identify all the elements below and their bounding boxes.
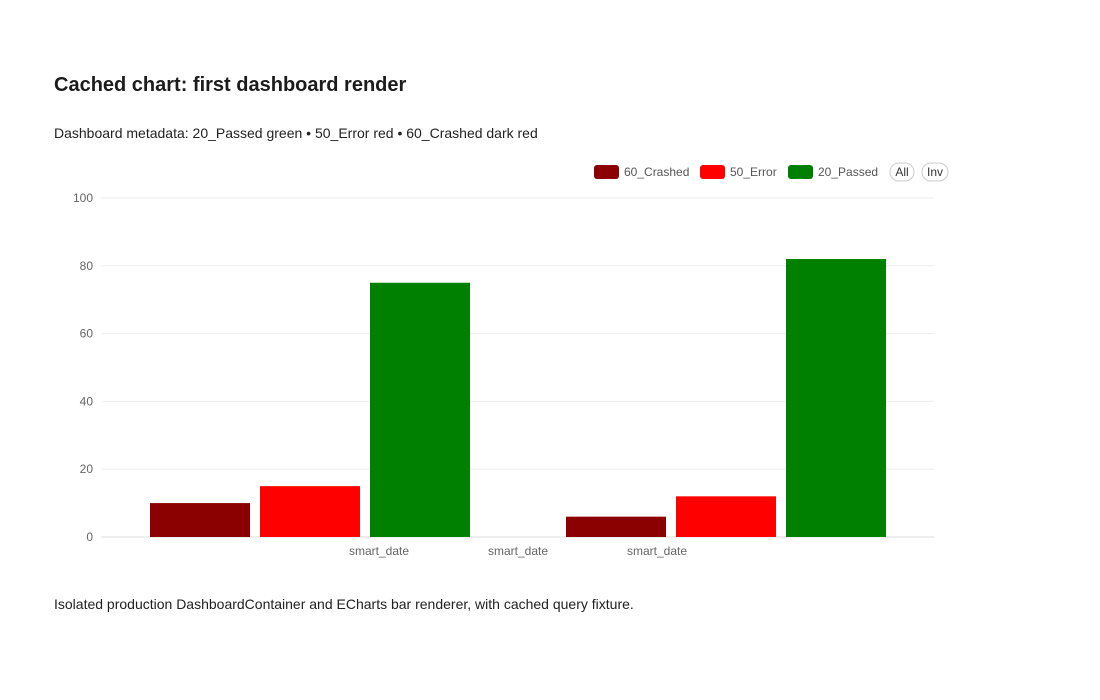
x-axis-ticks: smart_date smart_date smart_date (349, 544, 687, 558)
legend-swatch (700, 165, 725, 179)
page-title: Cached chart: first dashboard render (54, 74, 407, 96)
legend: 60_Crashed 50_Error 20_Passed All Inv (594, 162, 949, 182)
x-tick-label: smart_date (627, 544, 687, 558)
legend-label: 20_Passed (818, 165, 878, 179)
bar-20-passed[interactable] (786, 259, 886, 537)
y-tick-label: 40 (80, 394, 94, 408)
legend-inv-button-label: Inv (927, 165, 943, 179)
y-tick-label: 0 (86, 530, 93, 544)
legend-swatch (594, 165, 619, 179)
bar-60-crashed[interactable] (150, 503, 250, 537)
y-tick-label: 20 (80, 462, 94, 476)
bars (150, 259, 886, 537)
y-tick-label: 100 (73, 191, 93, 205)
legend-inv-button[interactable]: Inv (921, 162, 949, 182)
legend-item-20-passed[interactable]: 20_Passed (788, 165, 878, 179)
y-axis-ticks: 0 20 40 60 80 100 (73, 191, 93, 544)
chart-subtitle: Dashboard metadata: 20_Passed green • 50… (54, 125, 538, 141)
bar-20-passed[interactable] (370, 282, 470, 537)
legend-swatch (788, 165, 813, 179)
legend-all-button-label: All (895, 165, 908, 179)
legend-item-60-crashed[interactable]: 60_Crashed (594, 165, 689, 179)
legend-item-50-error[interactable]: 50_Error (700, 165, 777, 179)
bar-60-crashed[interactable] (566, 516, 666, 537)
legend-all-button[interactable]: All (889, 162, 915, 182)
bar-50-error[interactable] (260, 486, 360, 537)
chart-footer-note: Isolated production DashboardContainer a… (54, 596, 634, 612)
legend-label: 60_Crashed (624, 165, 689, 179)
y-tick-label: 60 (80, 327, 94, 341)
y-tick-label: 80 (80, 259, 94, 273)
bar-50-error[interactable] (676, 496, 776, 537)
x-tick-label: smart_date (349, 544, 409, 558)
x-tick-label: smart_date (488, 544, 548, 558)
legend-label: 50_Error (730, 165, 777, 179)
